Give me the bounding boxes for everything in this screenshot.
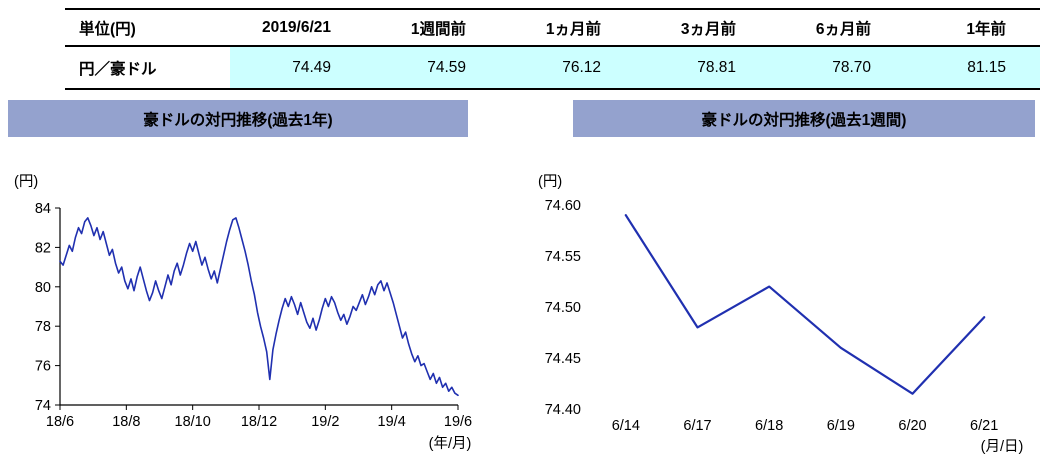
rate-value-cell: 74.59 — [365, 46, 500, 89]
line-chart-1year: 74 76 78 80 82 84 18/6 18/8 18/10 18/12 19/2 19/4 19… — [35, 201, 472, 452]
table-header-row: 単位(円) 2019/6/21 1週間前 1ヵ月前 3ヵ月前 6ヵ月前 1年前 — [65, 9, 1040, 46]
x-axis-unit-label: (月/日) — [981, 439, 1024, 455]
y-tick-label: 74.60 — [545, 198, 581, 214]
period-header-cell: 3ヵ月前 — [680, 20, 736, 38]
rate-value-cell: 76.12 — [500, 46, 635, 89]
rate-value-cell: 78.81 — [635, 46, 770, 89]
axes — [59, 208, 458, 406]
unit-header-cell: 単位(円) — [79, 20, 136, 38]
y-axis-unit-label-1year: (円) — [14, 174, 39, 190]
period-header-cell: 1ヵ月前 — [545, 20, 601, 38]
x-axis-unit-label: (年/月) — [429, 435, 472, 452]
rate-row: 円／豪ドル 74.49 74.59 76.12 78.81 78.70 81.15 — [65, 46, 1040, 89]
x-tick-label: 19/6 — [444, 414, 472, 430]
y-tick-label: 74.40 — [545, 402, 581, 418]
x-tick-label: 19/2 — [311, 414, 339, 430]
currency-pair-label: 円／豪ドル — [79, 60, 157, 78]
x-tick-label: 18/6 — [46, 414, 74, 430]
price-line — [59, 217, 459, 397]
x-tick-label: 6/20 — [898, 418, 926, 434]
table-body: 円／豪ドル 74.49 74.59 76.12 78.81 78.70 81.15 — [65, 46, 1040, 89]
period-header-cell: 1週間前 — [410, 20, 466, 38]
y-tick-label: 76 — [35, 359, 51, 375]
y-tick-label: 82 — [35, 240, 51, 256]
y-tick-label: 78 — [35, 319, 51, 335]
x-tick-label: 18/10 — [175, 414, 211, 430]
rate-value-cell: 81.15 — [905, 46, 1040, 89]
x-tick-label: 19/4 — [378, 414, 406, 430]
period-header-cell: 1年前 — [966, 20, 1006, 38]
y-axis-unit-label-1week: (円) — [538, 174, 563, 190]
y-tick-label: 80 — [35, 280, 51, 296]
y-tick-label: 74 — [35, 398, 51, 414]
x-tick-label: 6/14 — [612, 418, 640, 434]
chart-title-1week: 豪ドルの対円推移(過去1週間) — [573, 100, 1035, 137]
chart-title-1week-text: 豪ドルの対円推移(過去1週間) — [701, 111, 907, 129]
y-tick-label: 74.50 — [545, 300, 581, 316]
y-tick-label: 84 — [35, 201, 51, 217]
period-header-cell: 2019/6/21 — [262, 18, 331, 36]
x-tick-label: 18/8 — [112, 414, 140, 430]
chart-title-1year: 豪ドルの対円推移(過去1年) — [8, 100, 468, 137]
x-tick-label: 6/17 — [683, 418, 711, 434]
rate-table: 単位(円) 2019/6/21 1週間前 1ヵ月前 3ヵ月前 6ヵ月前 1年前 円／豪ドル 7… — [65, 8, 1040, 90]
y-tick-label: 74.45 — [545, 351, 581, 367]
rate-value-cell: 74.49 — [230, 46, 365, 89]
rate-value-cell: 78.70 — [770, 46, 905, 89]
chart-title-1year-text: 豪ドルの対円推移(過去1年) — [143, 111, 333, 129]
price-line — [624, 214, 986, 395]
period-header-cell: 6ヵ月前 — [815, 20, 871, 38]
x-tick-label: 18/12 — [241, 414, 277, 430]
x-tick-label: 6/19 — [827, 418, 855, 434]
x-tick-label: 6/21 — [970, 418, 998, 434]
line-chart-1week: 74.40 74.45 74.50 74.55 74.60 6/14 6/17 6/18 6/1… — [545, 198, 1024, 455]
x-tick-label: 6/18 — [755, 418, 783, 434]
y-tick-label: 74.55 — [545, 249, 581, 265]
